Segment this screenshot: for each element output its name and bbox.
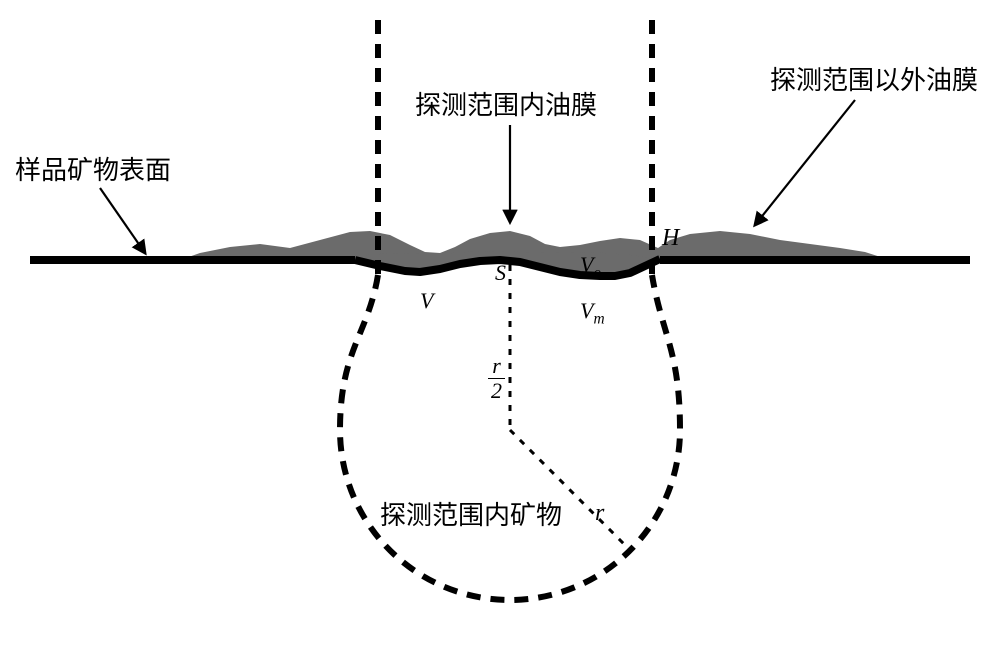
arrow-surface	[100, 188, 145, 253]
label-oil-inside: 探测范围内油膜	[415, 85, 597, 122]
arrow-oil-outside	[755, 100, 855, 225]
diagram-root: { "canvas": { "w": 1000, "h": 652, "bg":…	[0, 0, 1000, 652]
symbol-r-over-2: r2	[488, 355, 505, 404]
symbol-r: r	[595, 500, 604, 527]
frac-den: 2	[488, 379, 505, 402]
symbol-Vm: Vm	[580, 298, 605, 328]
symbol-V: V	[420, 288, 433, 314]
frac-num: r	[488, 355, 505, 379]
symbol-S: S	[495, 260, 506, 286]
symbol-Vo: Vo	[580, 252, 601, 282]
label-mineral-inside: 探测范围内矿物	[380, 495, 562, 532]
label-oil-outside: 探测范围以外油膜	[770, 60, 978, 97]
symbol-H: H	[662, 225, 679, 252]
label-surface: 样品矿物表面	[15, 150, 171, 187]
